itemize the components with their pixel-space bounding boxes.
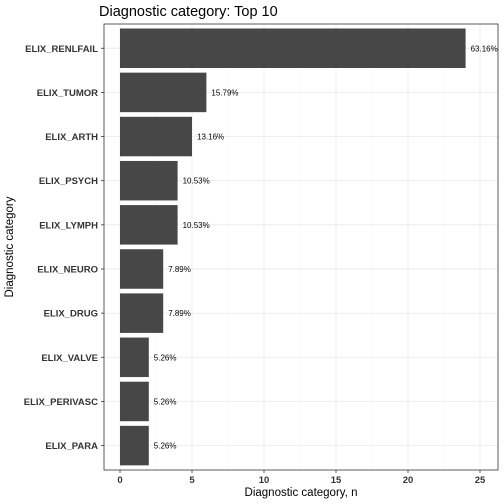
- bar-data-label: 10.53%: [183, 177, 210, 186]
- bar-data-label: 7.89%: [168, 309, 191, 318]
- x-axis-ticks: 0 5 10 15 20 25: [117, 470, 486, 486]
- bar-data-label: 5.26%: [154, 397, 177, 406]
- bar: [120, 205, 178, 245]
- bar: [120, 381, 149, 422]
- y-tick-label: ELIX_PSYCH: [39, 176, 98, 187]
- x-tick-label: 0: [117, 475, 122, 486]
- bar-data-label: 13.16%: [197, 133, 224, 142]
- x-tick-label: 5: [189, 475, 195, 486]
- bar: [120, 337, 149, 378]
- y-tick-label: ELIX_DRUG: [44, 309, 98, 320]
- plot-panel: [103, 23, 499, 471]
- bar: [120, 293, 164, 333]
- y-tick-label: ELIX_TUMOR: [37, 88, 98, 99]
- x-tick-label: 10: [259, 475, 270, 486]
- y-tick-label: ELIX_RENLFAIL: [25, 44, 98, 55]
- y-tick-label: ELIX_VALVE: [41, 353, 98, 364]
- y-axis-ticks: ELIX_RENLFAIL ELIX_TUMOR ELIX_ARTH ELIX_PSY…: [24, 44, 104, 452]
- x-tick-label: 15: [331, 475, 342, 486]
- bar: [120, 249, 164, 289]
- bar: [120, 116, 192, 157]
- bar-data-label: 10.53%: [183, 221, 210, 230]
- x-axis-title: Diagnostic category, n: [245, 487, 358, 499]
- bar-data-label: 5.26%: [154, 442, 177, 451]
- bar: [120, 28, 466, 68]
- bar-data-label: 7.89%: [168, 265, 191, 274]
- bars: [120, 28, 466, 466]
- x-tick-label: 20: [403, 475, 414, 486]
- y-tick-label: ELIX_ARTH: [45, 132, 98, 143]
- bar: [120, 72, 207, 113]
- bar-data-label: 63.16%: [471, 44, 498, 53]
- x-tick-label: 25: [475, 475, 486, 486]
- y-tick-label: ELIX_PERIVASC: [24, 397, 98, 408]
- y-tick-label: ELIX_NEURO: [37, 265, 98, 276]
- bar: [120, 425, 149, 466]
- chart-title: Diagnostic category: Top 10: [99, 4, 278, 20]
- bar-data-label: 15.79%: [211, 88, 238, 97]
- bar: [120, 160, 178, 201]
- bar-data-label: 5.26%: [154, 353, 177, 362]
- y-tick-label: ELIX_LYMPH: [39, 220, 98, 231]
- y-tick-label: ELIX_PARA: [45, 441, 98, 452]
- y-axis-title: Diagnostic category: [4, 196, 16, 297]
- data-labels: 63.16% 15.79% 13.16% 10.53% 10.53% 7.89% 7.89%…: [154, 44, 498, 450]
